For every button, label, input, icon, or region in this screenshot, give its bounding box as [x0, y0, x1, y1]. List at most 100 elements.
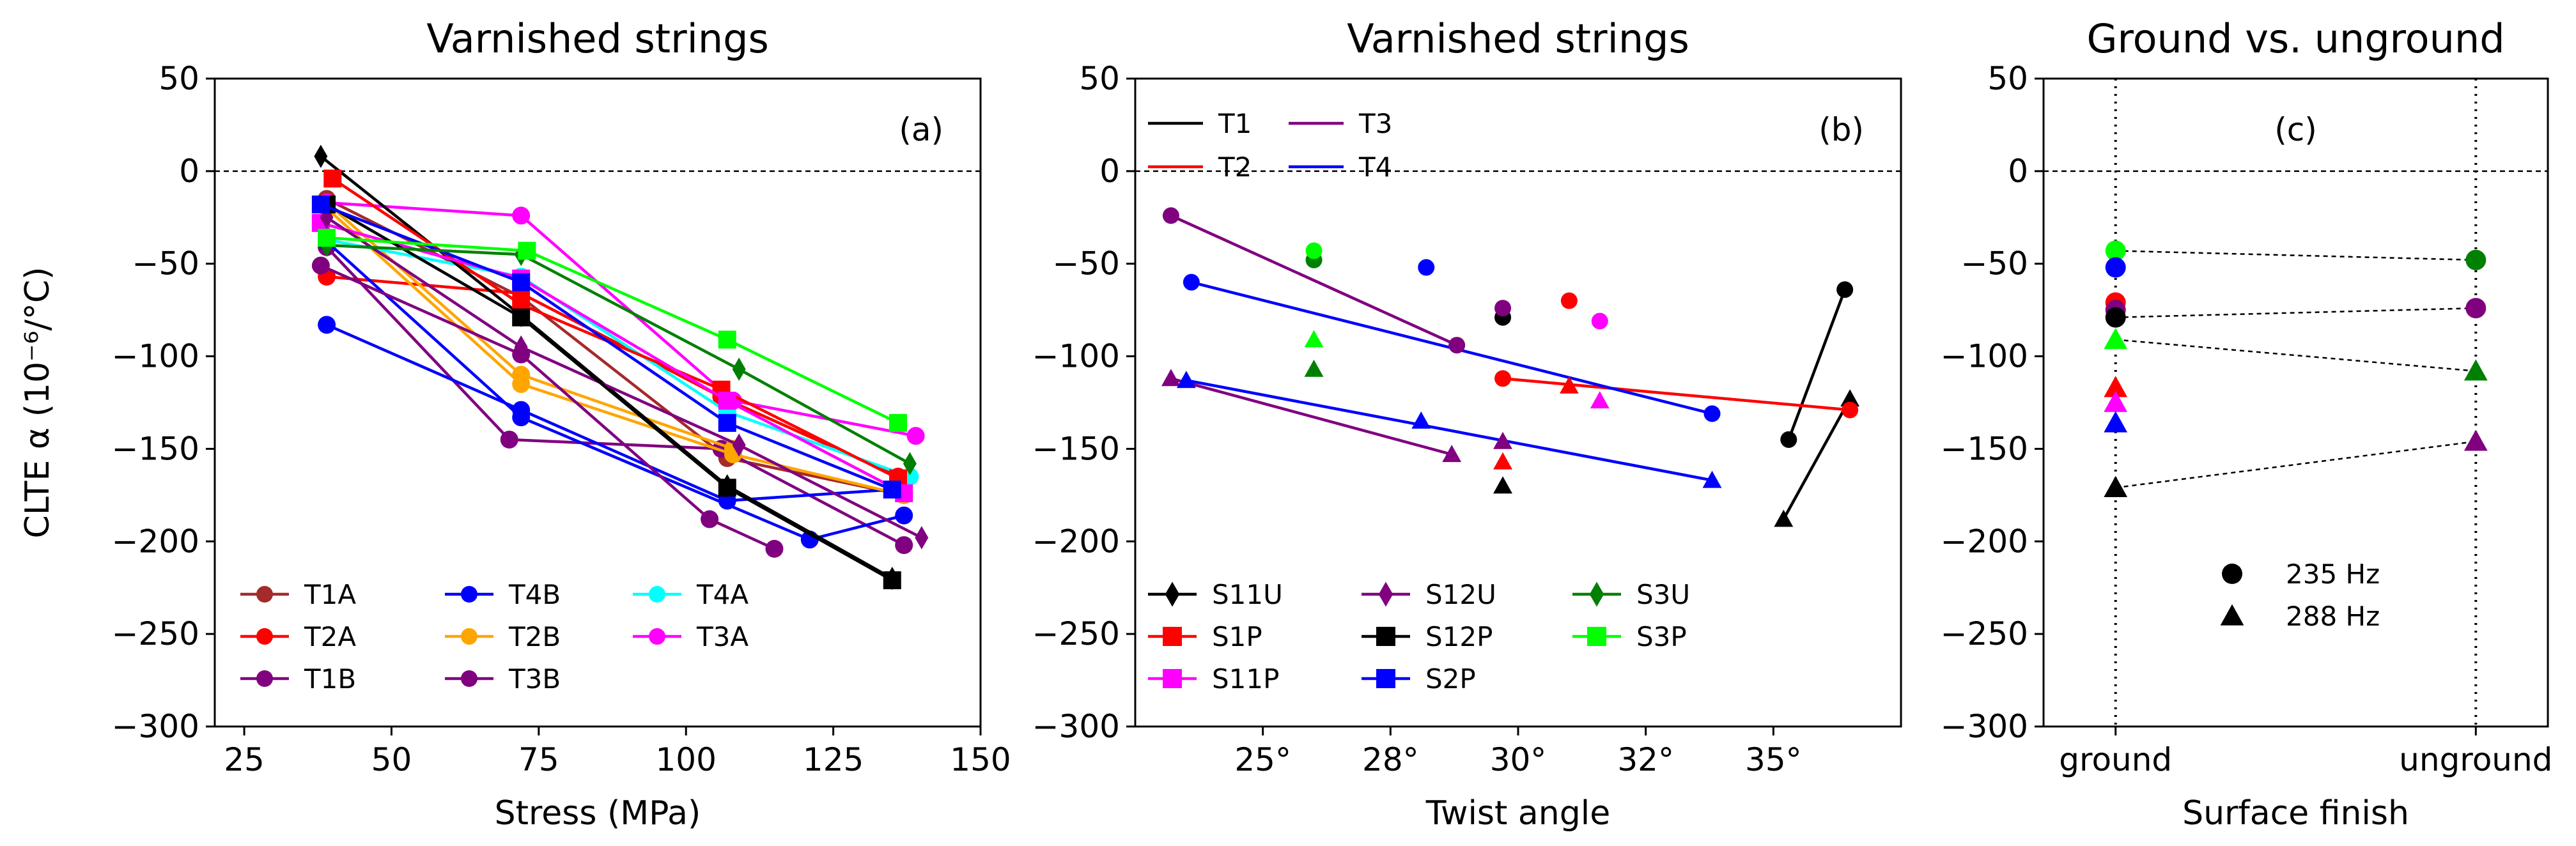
series-line	[326, 197, 904, 497]
data-point	[2105, 240, 2126, 261]
axes-frame	[213, 77, 982, 728]
data-point	[765, 539, 784, 558]
legend-label: T3A	[696, 621, 749, 652]
legend-label: T4	[1358, 151, 1392, 183]
y-tick-label: −300	[112, 708, 199, 745]
x-tick-label: 125	[803, 741, 864, 778]
y-tick-label: −250	[1032, 615, 1120, 652]
data-point	[1842, 401, 1859, 419]
data-point	[718, 330, 736, 349]
fit-line	[1170, 214, 1458, 347]
data-point	[2104, 328, 2128, 350]
panel-label: (c)	[2274, 111, 2317, 148]
y-tick-label: −150	[112, 430, 199, 467]
legend-marker	[649, 586, 665, 603]
series-line	[326, 323, 892, 502]
data-point	[2104, 376, 2128, 397]
y-axis-label: CLTE α (10⁻⁶/°C)	[19, 267, 57, 539]
x-tick-label: 28°	[1362, 741, 1419, 778]
legend-label: T2A	[304, 621, 356, 652]
x-tick-label: 32°	[1617, 741, 1674, 778]
connector-line	[2115, 440, 2476, 489]
series-line	[326, 243, 911, 465]
data-point	[323, 169, 342, 188]
legend-label: S1P	[1212, 621, 1262, 652]
x-tick-label: 25	[224, 741, 265, 778]
series-line	[325, 207, 904, 497]
legend-marker	[256, 670, 273, 687]
legend-label: T2B	[508, 621, 561, 652]
series-line	[325, 246, 905, 547]
data-point	[1161, 369, 1181, 387]
x-tick-label: 100	[656, 741, 717, 778]
data-point	[1411, 411, 1431, 429]
data-point	[311, 256, 330, 275]
series-line	[320, 221, 905, 495]
data-point	[1591, 312, 1608, 330]
data-point	[318, 316, 336, 334]
legend-label: S3U	[1636, 579, 1690, 610]
series-line	[326, 238, 911, 479]
axes-frame	[1134, 77, 1902, 728]
data-point	[2105, 307, 2126, 328]
legend-label: S3P	[1636, 621, 1687, 652]
legend-label: T4B	[508, 579, 561, 610]
data-point	[732, 433, 746, 457]
x-tick-label: 50	[371, 741, 412, 778]
data-point	[512, 408, 531, 427]
legend-label: T4A	[696, 579, 749, 610]
fit-line	[1787, 289, 1847, 440]
legend-marker	[649, 628, 665, 645]
panel-c: 50 0 −50 −100 −150 −200 −250 −300 ground unground…	[1941, 15, 2553, 833]
legend-label: S11P	[1212, 663, 1279, 695]
connector-line	[2115, 250, 2476, 261]
data-point	[518, 242, 536, 260]
data-point	[512, 365, 531, 384]
legend-marker	[1589, 581, 1604, 607]
data-point	[1590, 391, 1610, 409]
data-point	[1304, 359, 1324, 377]
legend-label: T1B	[304, 663, 356, 695]
legend-label: T2	[1218, 151, 1252, 183]
data-point	[718, 413, 736, 432]
legend-marker	[2222, 564, 2242, 584]
legend-marker	[1376, 627, 1395, 646]
legend-label: T1	[1218, 108, 1252, 139]
x-tick-label: unground	[2399, 741, 2552, 778]
data-point	[1448, 337, 1466, 354]
series-line	[326, 236, 899, 424]
panel-a: 50 0 −50 −100 −150 −200 −250 −300 25 50 75 100 125 15…	[19, 15, 1011, 833]
legend-label: 288 Hz	[2286, 601, 2380, 632]
legend-label: S12P	[1425, 621, 1493, 652]
y-tick-label: 50	[1987, 60, 2028, 97]
x-tick-label: ground	[2059, 741, 2172, 778]
connector-line	[2115, 307, 2476, 318]
legend-marker	[1587, 627, 1606, 646]
y-tick-label: 50	[159, 60, 199, 97]
series-line	[325, 240, 904, 541]
x-tick-label: 150	[950, 741, 1011, 778]
data-point	[1560, 292, 1578, 309]
legend-marker	[461, 628, 477, 645]
chart-title: Varnished strings	[1347, 15, 1689, 62]
panel-b: 50 0 −50 −100 −150 −200 −250 −300 25° 28° 30° 32° 35…	[1032, 15, 1902, 833]
data-point	[1780, 431, 1797, 448]
legend-label: S2P	[1425, 663, 1476, 695]
data-point	[1305, 242, 1323, 259]
legend-marker	[256, 586, 273, 603]
y-tick-label: −200	[1032, 523, 1120, 560]
data-point	[2104, 411, 2128, 433]
data-point	[903, 452, 917, 475]
x-tick-label: 75	[518, 741, 559, 778]
fit-line	[1170, 377, 1452, 456]
data-point	[1418, 259, 1435, 276]
data-point	[1774, 509, 1794, 527]
x-tick-label: 35°	[1745, 741, 1802, 778]
axes-frame	[2042, 77, 2549, 728]
y-tick-label: 0	[179, 153, 199, 190]
chart-title: Ground vs. unground	[2086, 15, 2504, 62]
data-point	[2463, 429, 2488, 451]
data-point	[895, 506, 913, 525]
data-point	[701, 510, 719, 528]
